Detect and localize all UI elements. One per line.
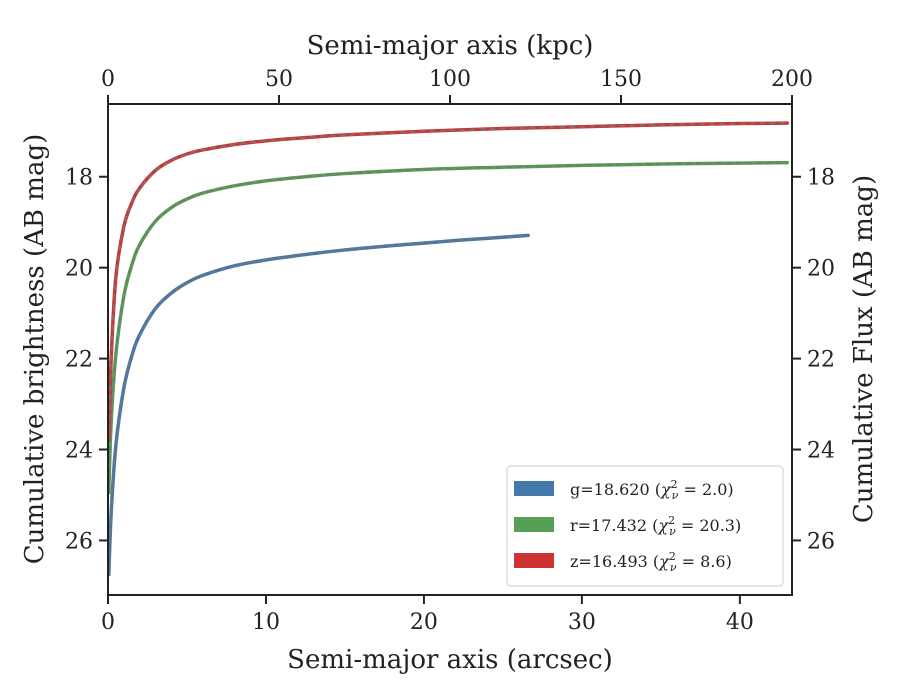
series-layer	[107, 121, 790, 577]
legend-label-g: g=18.620 (χ2 ν = 2.0)	[570, 478, 734, 502]
legend-label-r: r=17.432 (χ2 ν = 20.3)	[570, 514, 741, 538]
ticks-layer: 0 10 20 30 40 0 50 100 150 200 18 18 20 20 22 22 24 24 26 2…	[65, 67, 835, 635]
y-right-tick-label: 18	[807, 166, 835, 191]
x-top-tick-label: 50	[265, 67, 293, 92]
legend-label-z: z=16.493 (χ2 ν = 8.6)	[570, 550, 732, 574]
series-line-r	[107, 160, 790, 495]
series-model-line-z	[107, 122, 788, 441]
y-left-tick-label: 20	[65, 257, 93, 282]
y-left-tick-label: 22	[65, 348, 93, 373]
y-left-axis-title: Cumulative brightness (AB mag)	[20, 134, 50, 565]
x-bottom-axis-title: Semi-major axis (arcsec)	[287, 645, 613, 675]
legend-swatch-r	[514, 517, 554, 532]
x-top-tick-label: 150	[600, 67, 642, 92]
y-right-tick-label: 24	[807, 439, 835, 464]
legend: g=18.620 (χ2 ν = 2.0) r=17.432 (χ2 ν = 20.3…	[506, 465, 784, 587]
x-top-axis-title: Semi-major axis (kpc)	[307, 31, 594, 61]
series-line-g	[107, 233, 530, 577]
y-left-tick-label: 24	[65, 439, 93, 464]
x-top-tick-label: 200	[771, 67, 813, 92]
y-left-tick-label: 18	[65, 166, 93, 191]
series-model-line-r	[107, 161, 788, 493]
legend-items: g=18.620 (χ2 ν = 2.0) r=17.432 (χ2 ν = 20.3…	[514, 478, 741, 574]
legend-frame	[506, 465, 784, 587]
y-left-tick-label: 26	[65, 529, 93, 554]
y-right-axis-title: Cumulative Flux (AB mag)	[849, 175, 879, 523]
y-right-tick-label: 26	[807, 529, 835, 554]
legend-swatch-z	[514, 553, 554, 568]
series-line-z	[107, 121, 790, 443]
x-bottom-tick-label: 10	[252, 610, 280, 635]
x-top-tick-label: 100	[429, 67, 471, 92]
y-right-tick-label: 22	[807, 348, 835, 373]
legend-swatch-g	[514, 481, 554, 496]
x-bottom-tick-label: 0	[101, 610, 115, 635]
x-bottom-tick-label: 20	[410, 610, 438, 635]
x-top-tick-label: 0	[101, 67, 115, 92]
series-model-line-g	[107, 234, 529, 575]
y-right-tick-label: 20	[807, 257, 835, 282]
x-bottom-tick-label: 30	[568, 610, 596, 635]
x-bottom-tick-label: 40	[726, 610, 754, 635]
